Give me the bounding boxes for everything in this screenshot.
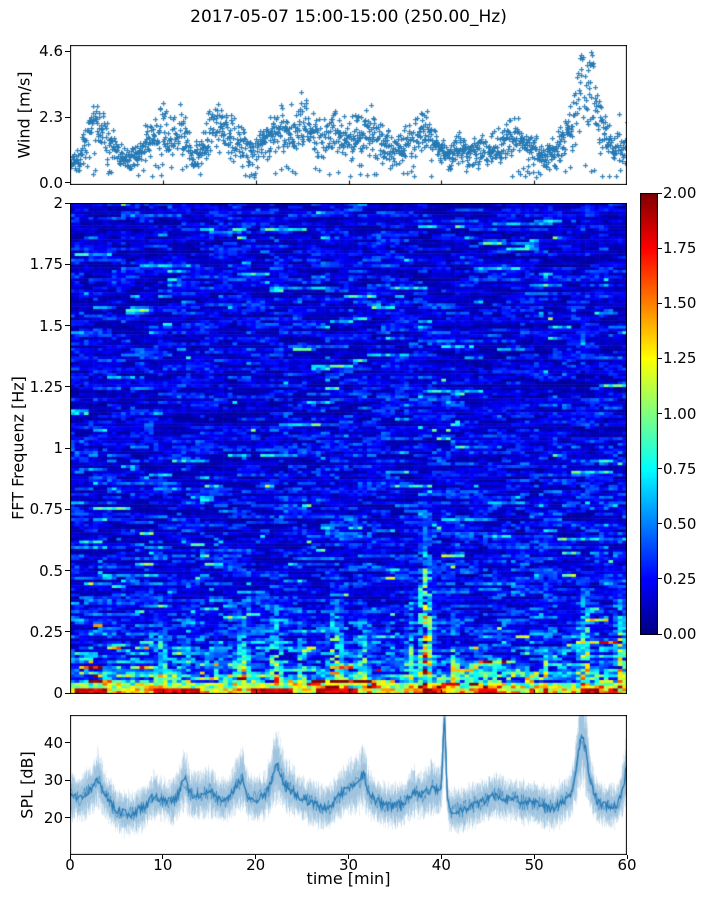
tick-mark — [658, 357, 662, 359]
tick-mark — [69, 855, 71, 859]
colorbar-tick-label: 1.75 — [663, 239, 697, 258]
fft-ytick-label: 1.5 — [39, 316, 63, 335]
tick-mark — [65, 817, 70, 819]
colorbar-tick-label: 1.00 — [663, 404, 697, 423]
tick-mark — [348, 855, 349, 859]
tick-mark — [658, 578, 662, 580]
colorbar-tick-label: 1.50 — [663, 294, 697, 313]
spectrogram-canvas — [70, 203, 627, 694]
tick-mark — [65, 325, 70, 326]
tick-mark — [255, 855, 257, 859]
tick-mark — [65, 116, 70, 118]
colorbar-canvas — [640, 193, 658, 635]
colorbar-tick-label: 0.50 — [663, 514, 697, 533]
tick-mark — [658, 413, 662, 414]
fft-ytick-label: 0.25 — [29, 622, 63, 641]
fft-ytick-label: 1.75 — [29, 255, 63, 274]
tick-mark — [658, 468, 662, 470]
tick-mark — [65, 570, 70, 571]
tick-mark — [658, 192, 662, 194]
fft-ytick-label: 0 — [53, 684, 63, 702]
tick-mark — [658, 302, 662, 304]
fft-ytick-label: 1 — [53, 439, 63, 457]
colorbar-tick-label: 0.25 — [663, 569, 697, 588]
time-xtick-label: 20 — [246, 856, 266, 874]
time-xtick-label: 10 — [153, 856, 173, 874]
colorbar-tick-label: 1.25 — [663, 349, 697, 368]
colorbar-tick-label: 2.00 — [663, 184, 697, 202]
time-xtick-label: 0 — [65, 856, 75, 874]
time-xtick-label: 40 — [431, 856, 451, 874]
wind-plot-canvas — [70, 45, 627, 185]
wind-ytick-label: 2.3 — [39, 108, 63, 126]
fft-ytick-label: 0.75 — [29, 500, 63, 519]
spl-ytick-label: 40 — [43, 733, 63, 752]
tick-mark — [658, 633, 662, 635]
tick-mark — [65, 50, 70, 52]
tick-mark — [65, 447, 70, 449]
tick-mark — [533, 855, 535, 859]
spl-ytick-label: 20 — [43, 808, 63, 827]
tick-mark — [65, 508, 70, 510]
tick-mark — [65, 182, 70, 184]
tick-mark — [658, 247, 662, 249]
wind-ytick-label: 4.6 — [39, 42, 63, 61]
tick-mark — [658, 523, 662, 525]
spl-ytick-label: 30 — [43, 771, 63, 790]
fft-ytick-label: 1.25 — [29, 377, 63, 396]
tick-mark — [440, 855, 442, 859]
tick-mark — [65, 202, 70, 204]
tick-mark — [65, 692, 70, 694]
time-x-axis-label: time [min] — [306, 869, 391, 888]
tick-mark — [65, 631, 70, 633]
tick-mark — [65, 742, 70, 744]
figure-title: 2017-05-07 15:00-15:00 (250.00_Hz) — [190, 7, 507, 27]
fft-ytick-label: 0.5 — [39, 561, 63, 580]
wind-ytick-label: 0.0 — [39, 173, 63, 192]
fft-ytick-label: 2 — [53, 194, 63, 212]
time-xtick-label: 60 — [617, 856, 637, 874]
tick-mark — [65, 386, 70, 388]
tick-mark — [65, 263, 70, 265]
colorbar-tick-label: 0.00 — [663, 625, 697, 643]
time-xtick-label: 30 — [338, 856, 359, 874]
tick-mark — [626, 855, 628, 859]
tick-mark — [65, 779, 70, 781]
spl-plot-canvas — [70, 715, 627, 855]
tick-mark — [162, 855, 164, 859]
colorbar-tick-label: 0.75 — [663, 459, 697, 478]
time-xtick-label: 50 — [524, 856, 544, 874]
